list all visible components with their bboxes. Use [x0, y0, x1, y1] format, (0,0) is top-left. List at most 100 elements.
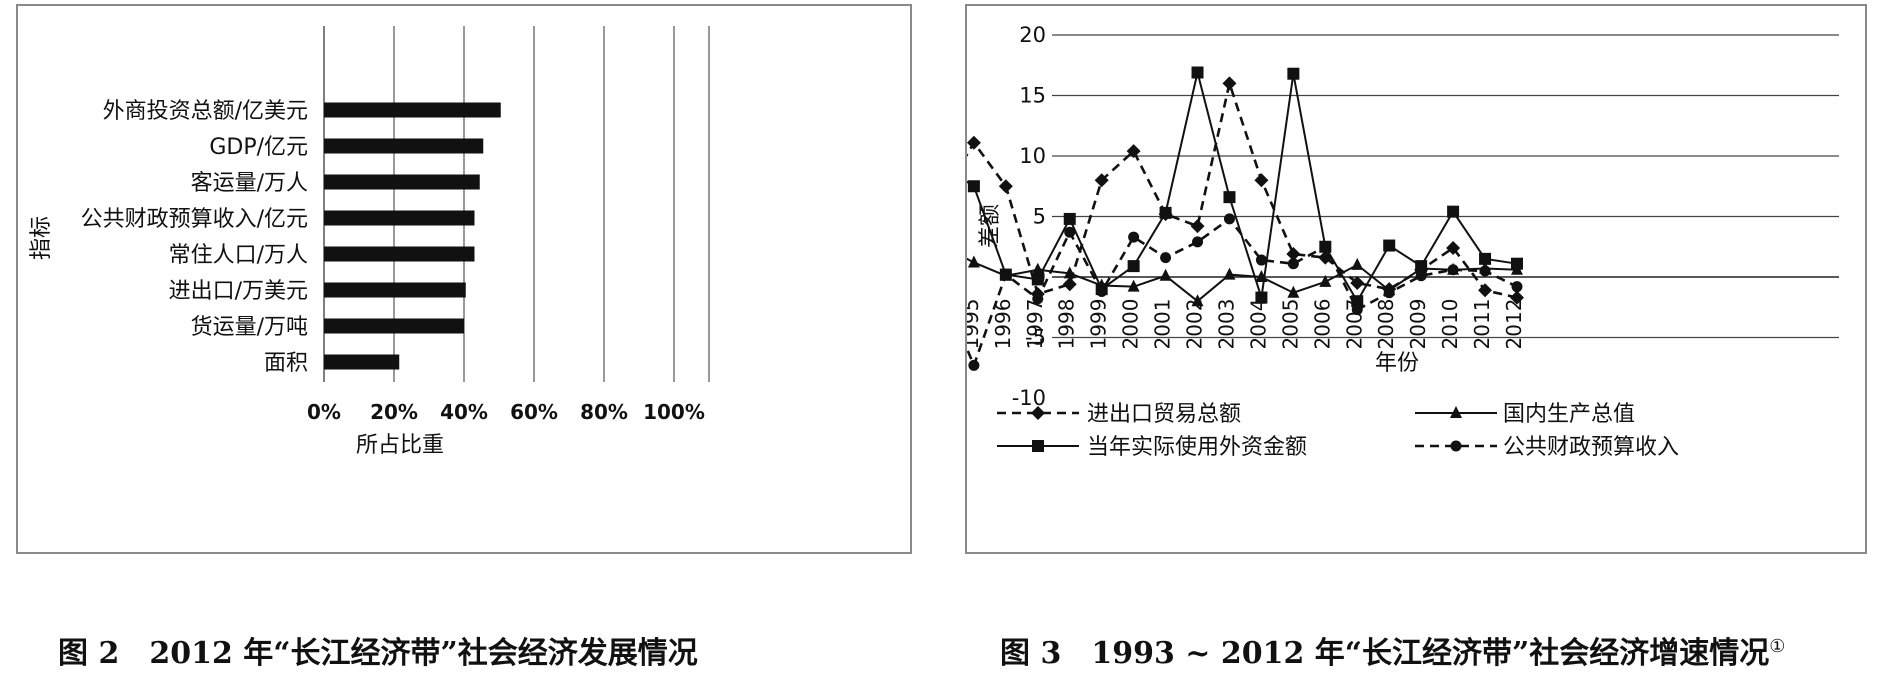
x-tick-label: 2011 — [1470, 299, 1494, 350]
data-point — [1350, 276, 1365, 291]
data-point — [1190, 219, 1205, 234]
series-line — [908, 217, 1518, 369]
data-point — [1222, 76, 1237, 91]
data-point — [1223, 213, 1235, 225]
x-axis-title: 年份 — [1375, 351, 1419, 376]
x-axis-title: 所占比重 — [356, 433, 444, 458]
x-tick-label: 20% — [370, 400, 418, 424]
data-point — [1127, 260, 1140, 273]
bar — [324, 318, 464, 334]
data-point — [1255, 291, 1268, 304]
x-tick-label: 1999 — [1087, 299, 1111, 350]
data-point — [1191, 294, 1204, 307]
data-point — [1415, 270, 1427, 282]
bar-chart: 外商投资总额/亿美元 GDP/亿元客运量/万人公共财政预算收入/亿元常住人口/万人… — [29, 26, 710, 458]
bar — [324, 210, 475, 226]
data-point — [998, 179, 1013, 194]
data-point — [1192, 236, 1204, 248]
data-point — [1447, 205, 1460, 218]
line-chart-panel: -10-505101520199319941995199619971998199… — [895, 4, 1867, 554]
legend-item: 当年实际使用外资金额 — [997, 435, 1307, 460]
x-tick-label: 100% — [643, 400, 705, 424]
x-tick-label: 60% — [510, 400, 558, 424]
category-label: 客运量/万人 — [191, 171, 308, 196]
data-point — [1510, 290, 1524, 305]
data-point — [1063, 266, 1076, 279]
category-label: 面积 — [264, 351, 308, 376]
category-label: 外商投资总额/亿美元 — [103, 99, 308, 124]
legend-label: 当年实际使用外资金额 — [1087, 435, 1307, 460]
data-point — [1126, 144, 1141, 159]
x-tick-label: 2000 — [1119, 299, 1143, 350]
x-tick-label: 40% — [440, 400, 488, 424]
data-point — [1127, 279, 1140, 292]
data-point — [1032, 293, 1044, 305]
figure-2-caption: 图 2 2012 年“长江经济带”社会经济发展情况 — [58, 636, 698, 671]
x-tick-label: 0% — [307, 400, 341, 424]
data-point — [1128, 231, 1140, 243]
data-point — [1479, 265, 1491, 277]
data-point — [1446, 240, 1461, 255]
y-tick-label: 5 — [1033, 205, 1046, 229]
bar-chart-panel: 外商投资总额/亿美元 GDP/亿元 客运量/万人 公共财政预算收入/亿元 常住人口/万人… — [16, 4, 912, 554]
legend-marker — [1450, 406, 1462, 418]
data-point — [1351, 304, 1363, 316]
bar — [324, 282, 466, 298]
x-tick-label: 1998 — [1055, 299, 1079, 350]
data-point — [1479, 252, 1492, 265]
x-tick-label: 2009 — [1406, 299, 1430, 350]
data-point — [968, 359, 980, 371]
x-tick-label: 2012 — [1502, 299, 1526, 350]
x-tick-label: 1995 — [967, 299, 983, 350]
series-line — [909, 78, 1518, 299]
y-tick-label: -10 — [1012, 386, 1046, 410]
data-point — [1094, 173, 1109, 188]
data-point — [1478, 283, 1493, 298]
data-point — [1191, 66, 1204, 79]
data-point — [1383, 287, 1395, 299]
bar — [324, 246, 475, 262]
data-point — [1383, 239, 1396, 252]
category-label: GDP/亿元 — [209, 135, 308, 160]
bar — [324, 138, 484, 154]
data-point — [1319, 241, 1331, 253]
data-point — [1287, 285, 1300, 298]
data-point — [1159, 268, 1172, 281]
data-point — [1000, 269, 1012, 281]
footnote-marker: ① — [1769, 636, 1786, 657]
category-label: 货运量/万吨 — [191, 315, 308, 340]
bar — [324, 102, 501, 118]
data-point — [1096, 286, 1108, 298]
figure-3-caption-text: 图 3 1993 ~ 2012 年“长江经济带”社会经济增速情况 — [1000, 636, 1770, 671]
data-point — [1286, 247, 1301, 262]
data-point — [1160, 252, 1172, 264]
data-point — [1287, 258, 1299, 270]
series-circle — [904, 213, 1523, 371]
x-tick-label: 2002 — [1183, 299, 1207, 350]
series-line — [909, 244, 1518, 303]
figure-3-caption: 图 3 1993 ~ 2012 年“长江经济带”社会经济增速情况① — [1000, 628, 1785, 672]
legend-marker — [1031, 406, 1045, 420]
x-tick-label: 2005 — [1278, 299, 1302, 350]
x-tick-label: 2003 — [1214, 299, 1238, 350]
data-point — [1064, 226, 1076, 238]
data-point — [1255, 254, 1267, 266]
data-point — [1223, 267, 1236, 280]
bar — [324, 354, 400, 370]
data-point — [967, 255, 980, 268]
x-tick-label: 2001 — [1151, 299, 1175, 350]
data-point — [1159, 206, 1172, 219]
data-point — [1031, 273, 1044, 286]
data-point — [1447, 264, 1459, 276]
legend-marker — [1450, 440, 1462, 452]
x-tick-label: 1997 — [1023, 299, 1047, 350]
category-label: 公共财政预算收入/亿元 — [81, 207, 308, 232]
legend-label: 进出口贸易总额 — [1087, 402, 1241, 427]
y-tick-label: 20 — [1019, 23, 1046, 47]
data-point — [1223, 191, 1236, 204]
x-tick-label: 2006 — [1310, 299, 1334, 350]
data-point — [1351, 257, 1364, 270]
data-point — [1415, 260, 1428, 273]
data-point — [966, 135, 981, 150]
y-axis-title: 指标 — [29, 216, 54, 260]
